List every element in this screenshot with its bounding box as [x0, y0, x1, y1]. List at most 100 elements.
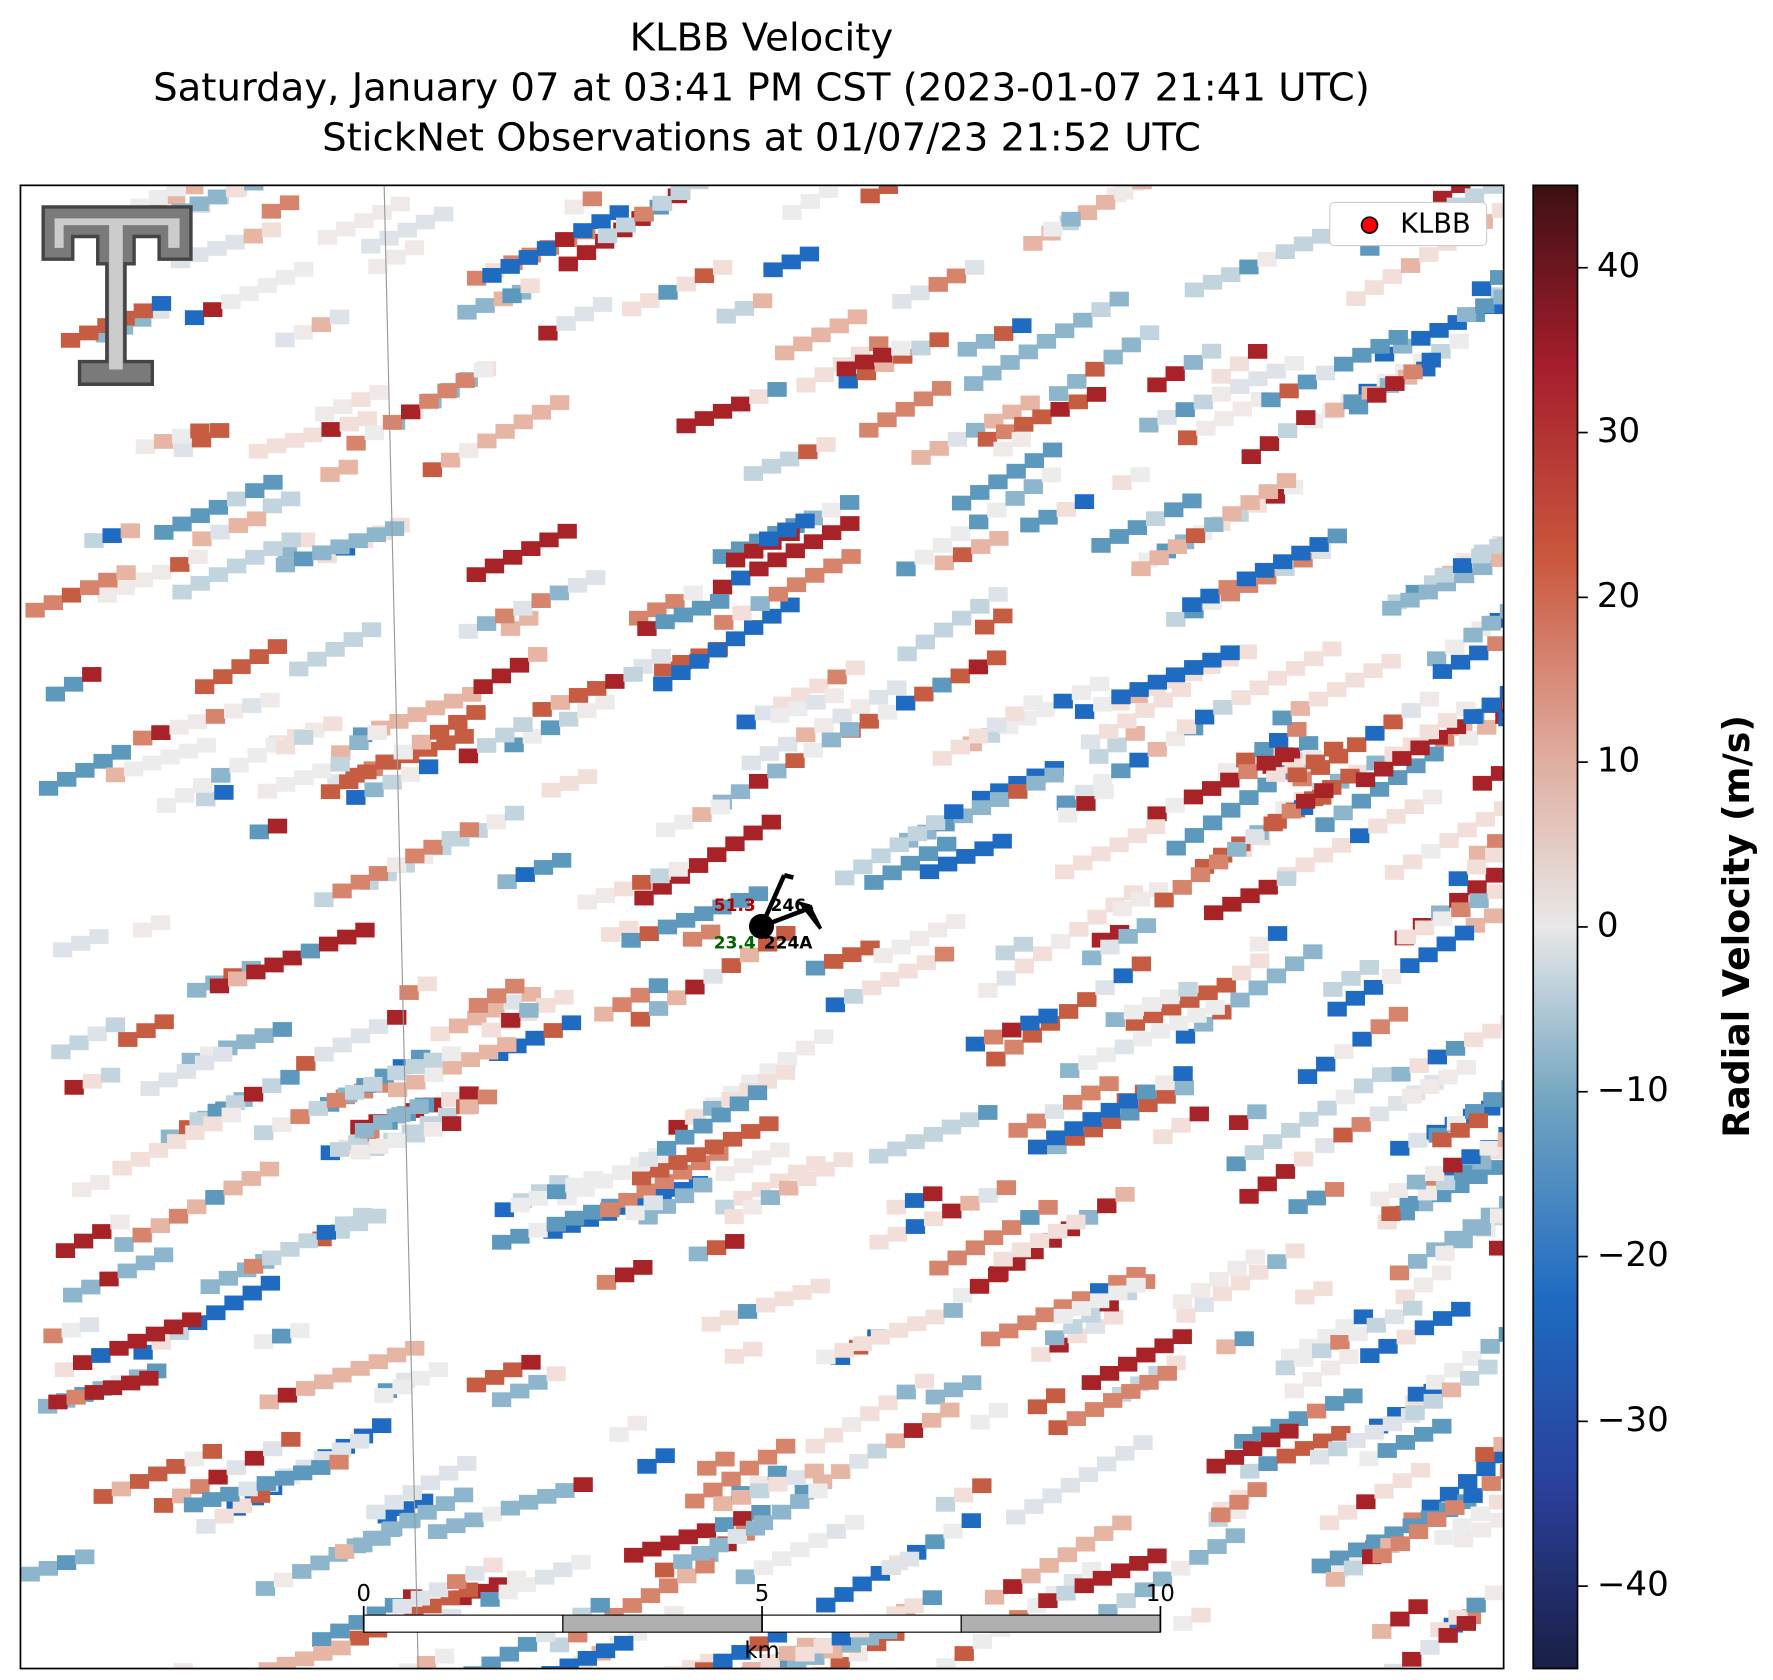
echo-cell [1173, 1616, 1193, 1631]
echo-cell [246, 964, 266, 980]
echo-cell [933, 622, 954, 638]
echo-cell [1216, 977, 1236, 993]
echo-cell [654, 1174, 674, 1189]
echo-cell [1220, 772, 1240, 788]
echo-cell [631, 1170, 652, 1186]
echo-cell [455, 373, 475, 388]
echo-cell [634, 890, 654, 906]
echo-cell [129, 1474, 150, 1489]
echo-cell [656, 1140, 677, 1156]
echo-cell [45, 686, 66, 702]
echo-cell [688, 858, 709, 873]
echo-cell [528, 1374, 548, 1390]
echo-cell [61, 1322, 81, 1338]
echo-cell [780, 451, 800, 467]
dewpoint: 23.4 [714, 933, 756, 953]
echo-cell [1323, 741, 1344, 757]
echo-cell [1368, 818, 1388, 834]
echo-cell [1165, 797, 1185, 813]
echo-cell [263, 541, 283, 556]
echo-cell [1169, 1015, 1189, 1031]
echo-cell [1491, 552, 1504, 567]
echo-cell [424, 1067, 444, 1083]
echo-cell [559, 1658, 579, 1669]
echo-cell [1262, 1134, 1283, 1149]
echo-cell [676, 418, 696, 434]
echo-cell [810, 1278, 830, 1294]
echo-cell [354, 213, 374, 229]
echo-cell [1400, 592, 1420, 608]
echo-cell [842, 1417, 862, 1432]
echo-cell [441, 831, 461, 846]
echo-cell [776, 1438, 796, 1454]
echo-cell [1032, 409, 1052, 425]
echo-cell [1372, 1624, 1392, 1639]
echo-cell [741, 755, 761, 771]
echo-cell [151, 725, 171, 741]
echo-cell [410, 1370, 430, 1386]
echo-cell [757, 1449, 778, 1465]
echo-cell [1226, 1156, 1246, 1172]
echo-cell [614, 1267, 635, 1283]
echo-cell [916, 955, 936, 970]
echo-cell [275, 777, 296, 792]
echo-cell [1382, 600, 1402, 616]
echo-cell [220, 1486, 240, 1502]
echo-cell [249, 649, 269, 664]
echo-cell [564, 199, 584, 215]
echo-cell [832, 708, 852, 724]
echo-cell [428, 1524, 448, 1539]
echo-cell [121, 1375, 141, 1391]
echo-cell [574, 306, 594, 322]
echo-cell [1519, 160, 1538, 175]
echo-cell [1046, 1130, 1066, 1146]
echo-cell [1071, 685, 1092, 700]
echo-cell [167, 1134, 187, 1149]
echo-cell [640, 1588, 661, 1603]
echo-cell [843, 988, 864, 1004]
echo-cell [1103, 1393, 1123, 1408]
echo-cell [1236, 752, 1256, 768]
echo-cell [688, 185, 709, 190]
echo-cell [850, 699, 870, 714]
echo-cell [308, 1101, 328, 1116]
echo-cell [888, 1322, 909, 1338]
echo-cell [331, 1640, 351, 1656]
echo-cell [1112, 901, 1132, 916]
echo-cell [387, 1009, 407, 1025]
echo-cell [1331, 1425, 1351, 1441]
echo-cell [970, 1414, 990, 1430]
plot-frame [19, 184, 1505, 1670]
echo-cell [1303, 944, 1323, 960]
echo-cell [1205, 1000, 1225, 1015]
echo-cell [1112, 1515, 1132, 1531]
echo-cell [1343, 1560, 1364, 1576]
echo-cell [869, 1234, 889, 1250]
echo-cell [1489, 539, 1504, 554]
echo-cell [295, 1381, 316, 1396]
echo-cell [1014, 416, 1034, 432]
echo-cell [935, 1496, 956, 1512]
echo-cell [75, 762, 95, 778]
echo-cell [818, 185, 839, 198]
echo-cell [878, 185, 899, 194]
echo-cell [1100, 1102, 1120, 1118]
echo-cell [1097, 1456, 1117, 1472]
echo-cell [739, 947, 760, 963]
echo-cell [1200, 588, 1220, 604]
echo-cell [1176, 1307, 1196, 1323]
echo-cell [91, 1348, 111, 1363]
echo-cell [1267, 926, 1288, 941]
echo-cell [1048, 1420, 1068, 1436]
echo-cell [556, 316, 576, 331]
echo-cell [448, 714, 468, 730]
echo-cell [253, 1334, 274, 1349]
echo-cell [1511, 298, 1530, 313]
echo-cell [1096, 1047, 1116, 1063]
echo-cell [1501, 170, 1520, 185]
echo-cell [93, 1489, 113, 1504]
echo-cell [264, 957, 284, 973]
echo-cell [1263, 816, 1283, 832]
echo-cell [464, 1512, 484, 1528]
echo-cell [975, 333, 996, 349]
